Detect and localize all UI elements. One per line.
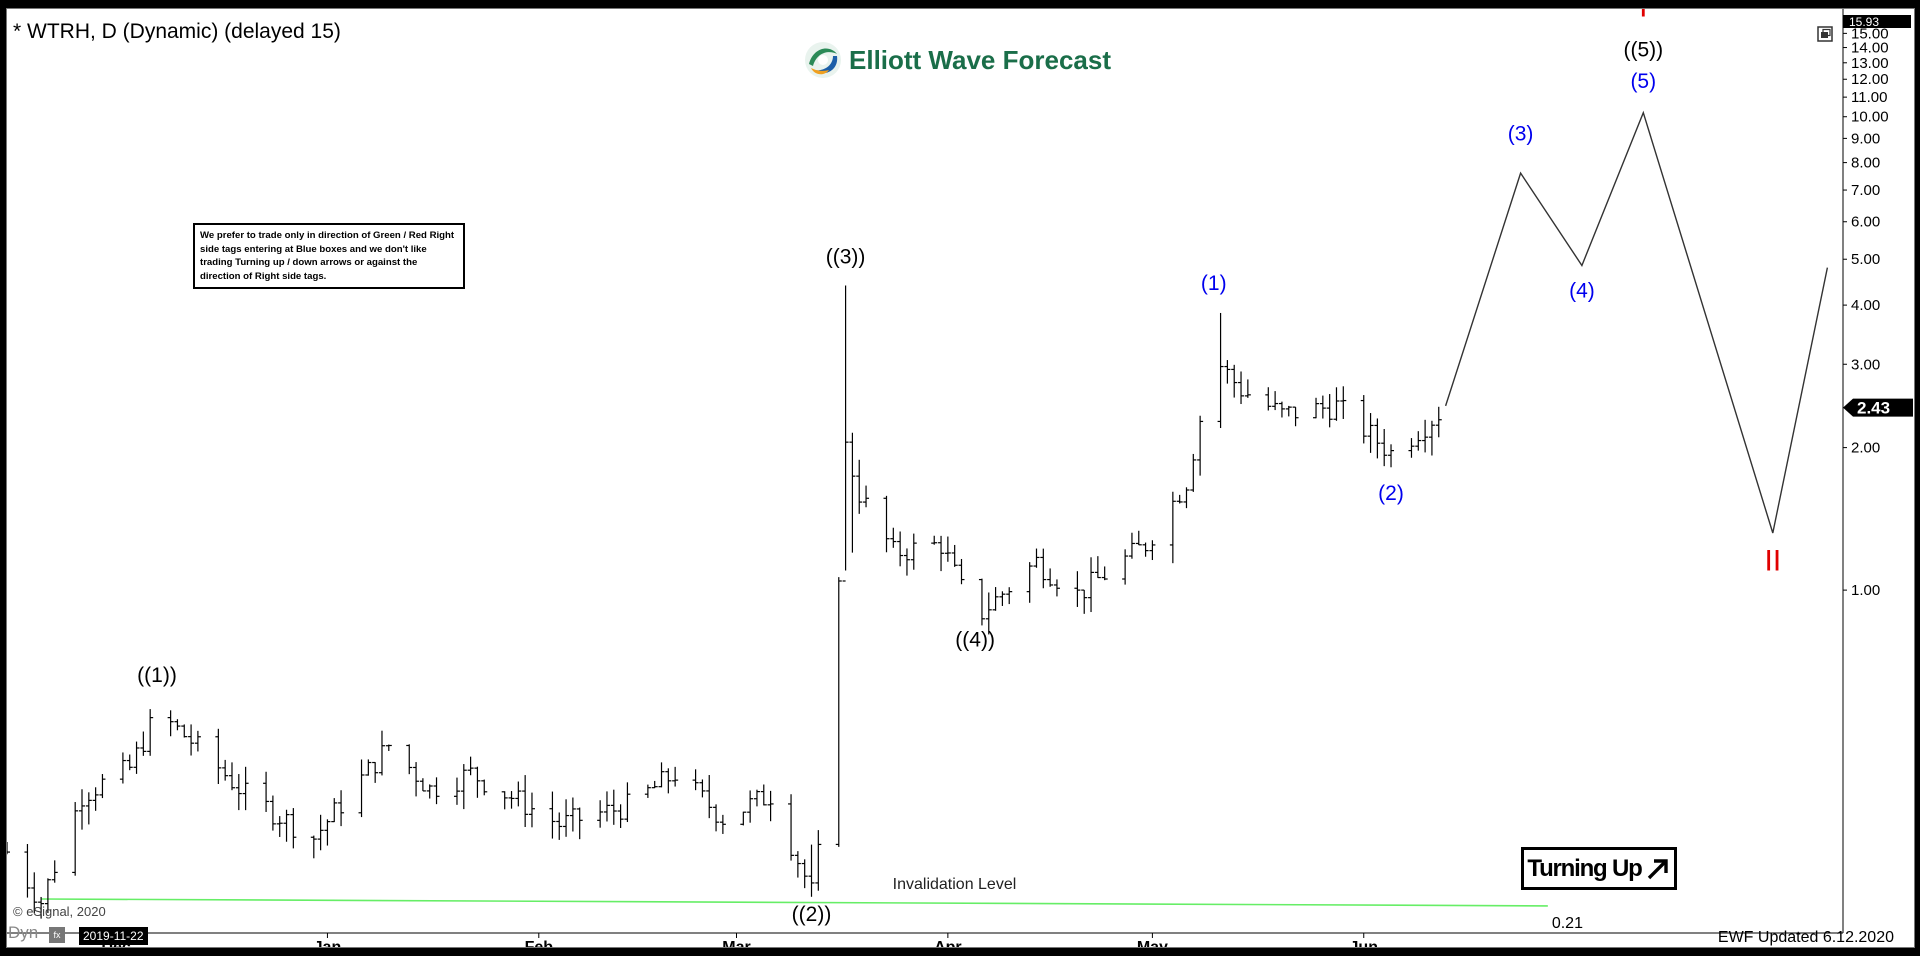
y-tick-label: 8.00 <box>1851 155 1880 172</box>
y-tick-label: 10.00 <box>1851 109 1889 126</box>
x-tick-label: Jan <box>314 939 342 947</box>
invalidation-label: Invalidation Level <box>893 876 1017 893</box>
arrow-up-right-icon <box>1647 858 1668 879</box>
wave-label: (4) <box>1569 280 1595 303</box>
y-tick-label: 9.00 <box>1851 130 1880 147</box>
x-tick-label: Apr <box>934 939 962 947</box>
brand-name: Elliott Wave Forecast <box>849 44 1111 75</box>
elliott-wave-logo-icon <box>805 42 841 78</box>
y-tick-label: 1.00 <box>1851 582 1880 599</box>
wave-label: ((2)) <box>792 903 832 926</box>
last-price-tag <box>1843 398 1913 417</box>
wave-label: ((5)) <box>1623 39 1663 62</box>
turning-up-label: Turning Up <box>1527 854 1642 882</box>
wave-label: ((3)) <box>826 245 866 268</box>
restore-window-icon[interactable] <box>1817 26 1833 42</box>
chart-frame: 1.00 2.00 3.00 4.00 5.00 6.00 7.00 8.00 9.00 10.0… <box>6 8 1915 948</box>
x-tick-label: Jun <box>1350 939 1378 947</box>
wave-label: (2) <box>1378 482 1404 505</box>
y-tick-label: 2.00 <box>1851 440 1880 457</box>
x-tick-label: May <box>1137 939 1168 947</box>
wave-label: (3) <box>1508 123 1534 146</box>
y-tick-label: 13.00 <box>1851 55 1889 72</box>
invalidation-line <box>41 898 1548 907</box>
cursor-date-box: 2019-11-22 <box>79 927 148 945</box>
y-tick-label: 5.00 <box>1851 251 1880 268</box>
wave-label: (5) <box>1630 70 1656 93</box>
settings-icon[interactable]: fx <box>49 927 65 943</box>
y-tick-label: 6.00 <box>1851 214 1880 231</box>
dynamic-label: Dyn <box>8 923 39 942</box>
y-tick-label: 11.00 <box>1851 89 1887 106</box>
top-price-label: 15.93 <box>1849 15 1879 29</box>
y-tick-label: 4.00 <box>1851 297 1880 314</box>
wave-label: II <box>1764 545 1781 578</box>
top-price-box <box>1843 15 1911 28</box>
invalidation-value: 0.21 <box>1552 915 1583 932</box>
projection-path <box>1444 110 1829 534</box>
copyright-text: © eSignal, 2020 <box>13 904 106 919</box>
x-tick-label: Mar <box>722 939 750 947</box>
y-tick-label: 15.00 <box>1851 25 1889 42</box>
y-tick-label: 7.00 <box>1851 182 1880 199</box>
y-tick-label: 12.00 <box>1851 71 1889 88</box>
updated-text: EWF Updated 6.12.2020 <box>1717 929 1894 946</box>
price-chart[interactable]: 1.00 2.00 3.00 4.00 5.00 6.00 7.00 8.00 9.00 10.0… <box>7 9 1914 947</box>
x-tick-label: Feb <box>525 939 554 947</box>
last-price-label: 2.43 <box>1857 399 1890 418</box>
turning-up-badge: Turning Up <box>1521 847 1677 890</box>
symbol-title: * WTRH, D (Dynamic) (delayed 15) <box>13 20 341 43</box>
brand-logo-group: Elliott Wave Forecast <box>803 39 1111 81</box>
y-tick-label: 14.00 <box>1851 40 1889 57</box>
y-tick-label: 3.00 <box>1851 356 1880 373</box>
wave-label: (1) <box>1201 272 1227 295</box>
wave-label: I <box>1639 9 1647 23</box>
wave-label: ((1)) <box>137 664 177 687</box>
trading-note: We prefer to trade only in direction of … <box>193 223 465 289</box>
wave-label: ((4)) <box>955 629 995 652</box>
